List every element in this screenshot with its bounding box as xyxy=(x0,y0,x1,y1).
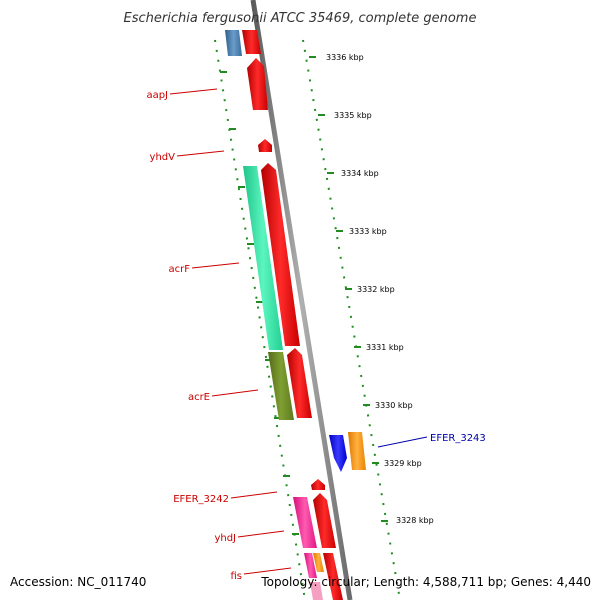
scale-tick-label: 3336 kbp xyxy=(326,53,364,62)
gene-red-yhdJ xyxy=(313,493,336,548)
gene-label-acrE: acrE xyxy=(188,392,210,403)
gene-orange-efer3243 xyxy=(348,432,366,470)
genome-summary-text: Topology: circular; Length: 4,588,711 bp… xyxy=(260,575,591,589)
gene-magenta-block xyxy=(293,497,317,548)
scale-tick-label: 3331 kbp xyxy=(366,343,404,352)
gene-label-fis: fis xyxy=(230,571,242,582)
gene-magenta-small xyxy=(304,553,317,578)
gene-acrE-block xyxy=(268,352,294,420)
gene-label-acrF: acrF xyxy=(169,264,191,275)
gene-orange-fis xyxy=(313,553,324,572)
gene-blue-efer3243 xyxy=(329,435,347,472)
gene-label-efer3243: EFER_3243 xyxy=(430,433,486,444)
scale-tick-label: 3334 kbp xyxy=(341,169,379,178)
scale-tick-label: 3328 kbp xyxy=(396,516,434,525)
genome-backbone xyxy=(250,0,353,600)
gene-acrF-block xyxy=(243,166,283,350)
gene-label-yhdJ: yhdJ xyxy=(214,533,236,544)
reverse-strand-genes xyxy=(225,30,323,600)
scale-tick-label: 3332 kbp xyxy=(357,285,395,294)
gene-label-yhdV: yhdV xyxy=(150,152,176,163)
scale-tick-label: 3333 kbp xyxy=(349,227,387,236)
label-leaders xyxy=(169,88,428,575)
efer3243-genes xyxy=(329,432,366,472)
gene-steelblue-top xyxy=(225,30,242,56)
map-title: Escherichia fergusonii ATCC 35469, compl… xyxy=(124,11,477,26)
gene-red-top xyxy=(242,30,261,54)
gene-red-bottom xyxy=(323,553,343,600)
gene-red-acrF xyxy=(261,163,300,346)
scale-labels: 3336 kbp 3335 kbp 3334 kbp 3333 kbp 3332… xyxy=(326,53,434,525)
gene-red-yhdV xyxy=(258,139,272,152)
scale-tick-label: 3335 kbp xyxy=(334,111,372,120)
accession-text: Accession: NC_011740 xyxy=(10,575,146,589)
scale-tick-label: 3329 kbp xyxy=(384,459,422,468)
forward-strand-genes xyxy=(242,30,343,600)
outer-ring-ticks xyxy=(309,56,388,522)
gene-label-efer3242: EFER_3242 xyxy=(173,494,229,505)
scale-tick-label: 3330 kbp xyxy=(375,401,413,410)
gene-label-aapJ: aapJ xyxy=(146,90,168,101)
gene-pink-bottom xyxy=(310,582,323,600)
gene-red-aapJ xyxy=(247,58,268,110)
gene-red-efer3242 xyxy=(311,479,325,490)
inner-ring-ticks xyxy=(220,71,299,535)
gene-labels: aapJ yhdV acrF acrE EFER_3242 yhdJ fis E… xyxy=(146,90,485,582)
gene-red-acrE xyxy=(287,348,312,418)
